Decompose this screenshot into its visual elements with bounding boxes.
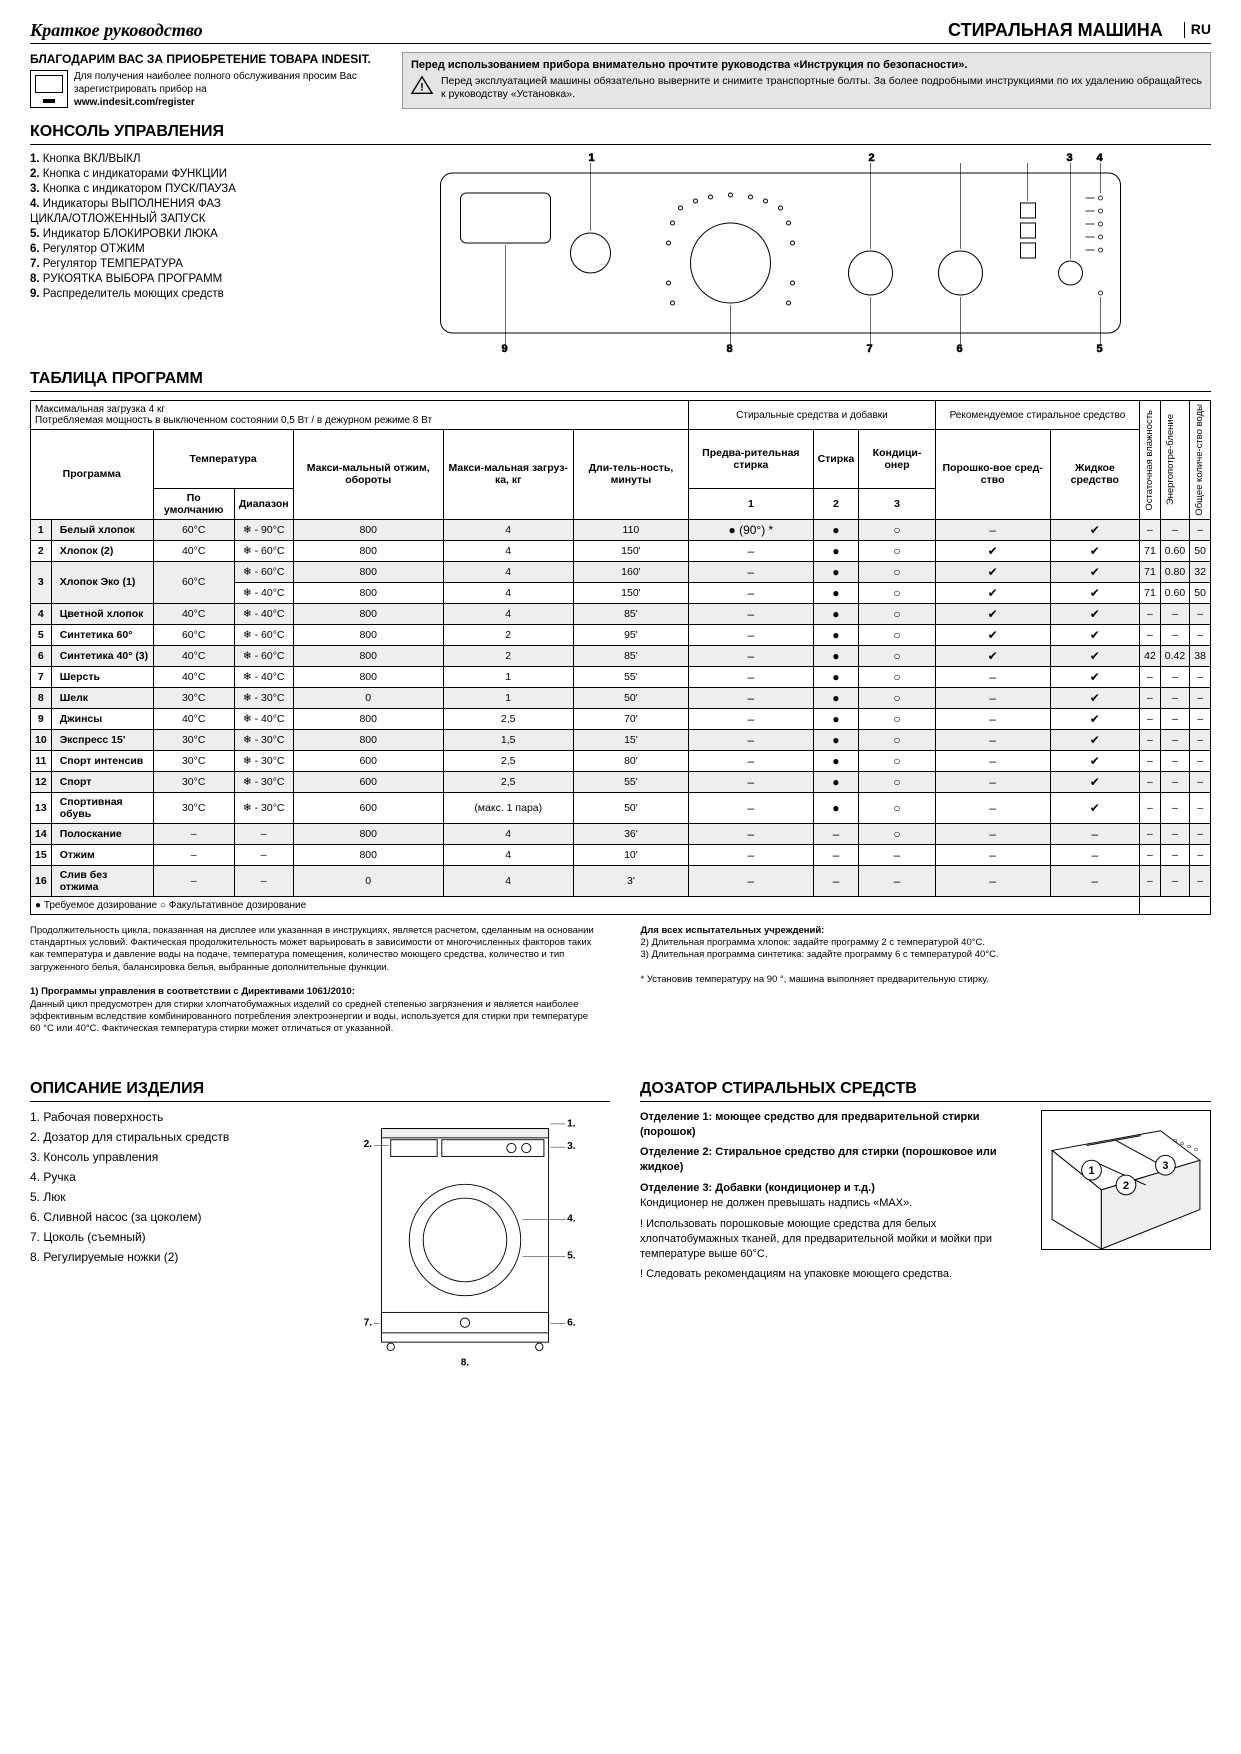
panel-item: 2. Кнопка с индикаторами ФУНКЦИИ (30, 168, 330, 180)
detergent-title: ДОЗАТОР СТИРАЛЬНЫХ СРЕДСТВ (640, 1080, 1211, 1102)
table-row: 13Спортивная обувь30°C❄ - 30°C600(макс. … (31, 792, 1211, 823)
bottom-sections: ОПИСАНИЕ ИЗДЕЛИЯ 1. Рабочая поверхность … (30, 1066, 1211, 1373)
panel-item: 5. Индикатор БЛОКИРОВКИ ЛЮКА (30, 228, 330, 240)
control-panel-svg: 1 2 3 4 5 6 7 8 9 (350, 153, 1211, 353)
desc-item: 1. Рабочая поверхность (30, 1110, 300, 1124)
svg-text:9: 9 (502, 343, 508, 353)
panel-section-title: КОНСОЛЬ УПРАВЛЕНИЯ (30, 123, 1211, 145)
svg-text:1.: 1. (567, 1118, 576, 1129)
panel-item: 1. Кнопка ВКЛ/ВЫКЛ (30, 153, 330, 165)
warning-box: Перед использованием прибора внимательно… (402, 52, 1211, 109)
panel-item: 6. Регулятор ОТЖИМ (30, 243, 330, 255)
panel-item: 9. Распределитель моющих средств (30, 288, 330, 300)
table-row: 2Хлопок (2)40°C❄ - 60°C8004150'–●○✔✔710.… (31, 540, 1211, 561)
svg-text:3: 3 (1162, 1160, 1168, 1172)
table-row: 4Цветной хлопок40°C❄ - 40°C800485'–●○✔✔–… (31, 603, 1211, 624)
warning-icon: ! (411, 75, 433, 95)
svg-text:2: 2 (869, 153, 875, 164)
desc-item: 5. Люк (30, 1190, 300, 1204)
language-badge: RU (1184, 21, 1211, 37)
panel-item: 4. Индикаторы ВЫПОЛНЕНИЯ ФАЗ (30, 198, 330, 210)
monitor-icon (30, 70, 68, 108)
detergent-text: Отделение 1: моющее средство для предвар… (640, 1110, 1029, 1288)
table-row: 7Шерсть40°C❄ - 40°C800155'–●○–✔––– (31, 666, 1211, 687)
table-row: 14Полоскание––800436'––○––––– (31, 823, 1211, 844)
table-row: 10Экспресс 15'30°C❄ - 30°C8001,515'–●○–✔… (31, 729, 1211, 750)
desc-item: 4. Ручка (30, 1170, 300, 1184)
panel-item: 8. РУКОЯТКА ВЫБОРА ПРОГРАММ (30, 273, 330, 285)
svg-text:4.: 4. (567, 1213, 576, 1224)
programs-table: Максимальная загрузка 4 кг Потребляемая … (30, 400, 1211, 915)
notes-section: Продолжительность цикла, показанная на д… (30, 925, 1211, 1036)
svg-text:1: 1 (1088, 1165, 1094, 1177)
notes-t3: 3) Длительная программа синтетика: задай… (641, 949, 1212, 961)
desc-item: 2. Дозатор для стиральных средств (30, 1130, 300, 1144)
thanks-block: БЛАГОДАРИМ ВАС ЗА ПРИОБРЕТЕНИЕ ТОВАРА IN… (30, 52, 390, 109)
svg-text:3.: 3. (567, 1141, 576, 1152)
svg-text:3: 3 (1067, 153, 1073, 164)
svg-text:4: 4 (1097, 153, 1104, 164)
desc-item: 3. Консоль управления (30, 1150, 300, 1164)
table-row: 8Шелк30°C❄ - 30°C0150'–●○–✔––– (31, 687, 1211, 708)
panel-diagram: 1 2 3 4 5 6 7 8 9 (350, 153, 1211, 356)
intro-row: БЛАГОДАРИМ ВАС ЗА ПРИОБРЕТЕНИЕ ТОВАРА IN… (30, 52, 1211, 109)
detergent-drawer-diagram: 1 2 3 (1041, 1110, 1211, 1288)
panel-item: 3. Кнопка с индикатором ПУСК/ПАУЗА (30, 183, 330, 195)
svg-text:8: 8 (727, 343, 733, 353)
notes-testing: Для всех испытательных учреждений: 2) Дл… (641, 925, 1212, 950)
notes-directive: 1) Программы управления в соответствии с… (30, 986, 601, 1035)
thanks-text: Для получения наиболее полного обслужива… (74, 70, 390, 109)
desc-item: 6. Сливной насос (за цоколем) (30, 1210, 300, 1224)
thanks-title: БЛАГОДАРИМ ВАС ЗА ПРИОБРЕТЕНИЕ ТОВАРА IN… (30, 52, 390, 66)
svg-text:7.: 7. (364, 1317, 373, 1328)
svg-text:6.: 6. (567, 1317, 576, 1328)
table-row: 6Синтетика 40° (3)40°C❄ - 60°C800285'–●○… (31, 645, 1211, 666)
programs-section-title: ТАБЛИЦА ПРОГРАММ (30, 370, 1211, 392)
table-row: 9Джинсы40°C❄ - 40°C8002,570'–●○–✔––– (31, 708, 1211, 729)
svg-text:2: 2 (1123, 1180, 1129, 1192)
table-legend: ● Требуемое дозирование ○ Факультативное… (31, 896, 1140, 914)
svg-text:5: 5 (1097, 343, 1103, 353)
description-column: ОПИСАНИЕ ИЗДЕЛИЯ 1. Рабочая поверхность … (30, 1066, 610, 1373)
table-row: 1Белый хлопок60°C❄ - 90°C8004110● (90°) … (31, 519, 1211, 540)
svg-text:2.: 2. (364, 1139, 373, 1150)
table-row: 16Слив без отжима––043'–––––––– (31, 865, 1211, 896)
svg-text:6: 6 (957, 343, 963, 353)
panel-item: 7. Регулятор ТЕМПЕРАТУРА (30, 258, 330, 270)
svg-text:!: ! (420, 82, 424, 94)
desc-item: 8. Регулируемые ножки (2) (30, 1250, 300, 1264)
detergent-column: ДОЗАТОР СТИРАЛЬНЫХ СРЕДСТВ Отделение 1: … (640, 1066, 1211, 1373)
table-row: 5Синтетика 60°60°C❄ - 60°C800295'–●○✔✔––… (31, 624, 1211, 645)
warning-text: Перед эксплуатацией машины обязательно в… (441, 75, 1202, 101)
svg-text:7: 7 (867, 343, 873, 353)
programs-table-wrap: Максимальная загрузка 4 кг Потребляемая … (30, 400, 1211, 915)
description-title: ОПИСАНИЕ ИЗДЕЛИЯ (30, 1080, 610, 1102)
machine-title: СТИРАЛЬНАЯ МАШИНА (948, 20, 1163, 40)
page-header: Краткое руководство СТИРАЛЬНАЯ МАШИНА RU (30, 20, 1211, 44)
table-row: 3Хлопок Эко (1)60°C❄ - 60°C8004160'–●○✔✔… (31, 561, 1211, 582)
quick-guide-title: Краткое руководство (30, 20, 203, 41)
table-row: 11Спорт интенсив30°C❄ - 30°C6002,580'–●○… (31, 750, 1211, 771)
notes-star: * Установив температуру на 90 °, машина … (641, 974, 1212, 986)
warning-title: Перед использованием прибора внимательно… (411, 59, 1202, 71)
washing-machine-diagram: 1. 2. 3. 4. 5. 6. 7. 8. (320, 1110, 610, 1373)
description-list: 1. Рабочая поверхность 2. Дозатор для ст… (30, 1110, 300, 1270)
panel-item: ЦИКЛА/ОТЛОЖЕННЫЙ ЗАПУСК (30, 213, 330, 225)
desc-item: 7. Цоколь (съемный) (30, 1230, 300, 1244)
panel-row: 1. Кнопка ВКЛ/ВЫКЛ 2. Кнопка с индикатор… (30, 153, 1211, 356)
svg-text:1: 1 (589, 153, 595, 164)
svg-text:5.: 5. (567, 1250, 576, 1261)
table-row: 12Спорт30°C❄ - 30°C6002,555'–●○–✔––– (31, 771, 1211, 792)
svg-text:8.: 8. (461, 1357, 470, 1368)
table-row: 15Отжим––800410'–––––––– (31, 844, 1211, 865)
panel-list: 1. Кнопка ВКЛ/ВЫКЛ 2. Кнопка с индикатор… (30, 153, 330, 356)
notes-para: Продолжительность цикла, показанная на д… (30, 925, 601, 974)
